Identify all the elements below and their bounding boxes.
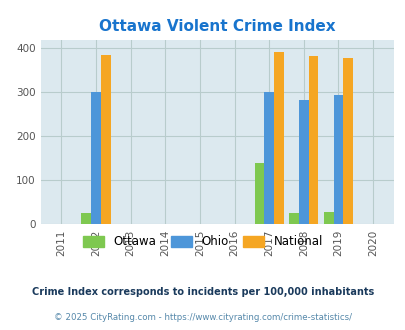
Bar (298, 100, 308, 224)
Text: Crime Index corresponds to incidents per 100,000 inhabitants: Crime Index corresponds to incidents per… (32, 287, 373, 297)
Bar (273, 52, 283, 224)
Text: © 2025 CityRating.com - https://www.cityrating.com/crime-statistics/: © 2025 CityRating.com - https://www.city… (54, 313, 351, 322)
Bar (81, 213, 91, 224)
Title: Ottawa Violent Crime Index: Ottawa Violent Crime Index (99, 19, 335, 34)
Bar (342, 58, 352, 224)
Bar (308, 56, 318, 224)
Bar (254, 163, 264, 224)
Bar (323, 212, 333, 224)
Bar (264, 92, 273, 224)
Bar (91, 92, 100, 224)
Legend: Ottawa, Ohio, National: Ottawa, Ohio, National (78, 231, 327, 253)
Bar (100, 55, 110, 224)
Bar (333, 95, 342, 224)
Bar (288, 213, 298, 224)
